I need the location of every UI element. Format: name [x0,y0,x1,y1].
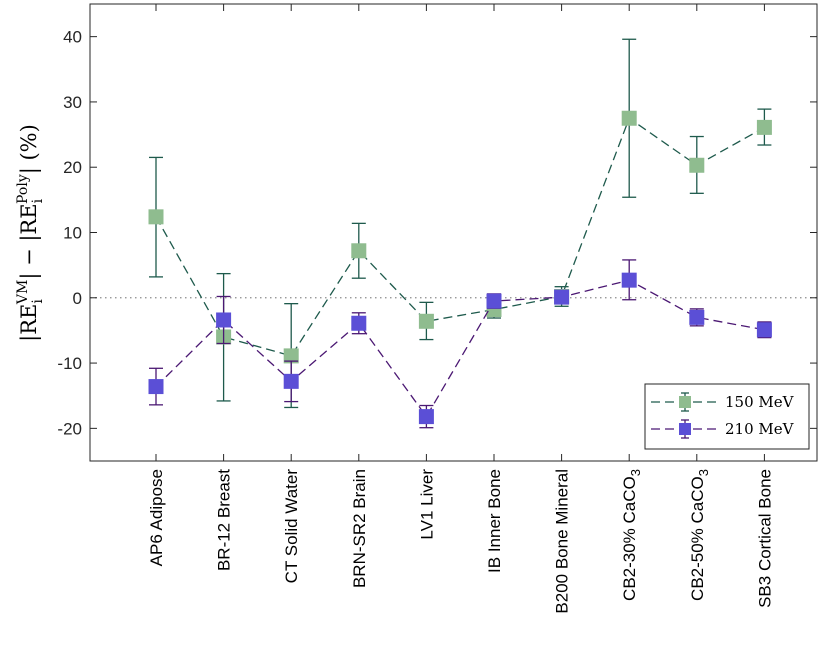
x-tick-label-main-8: CB2-50% CaCO [688,476,707,601]
marker-1-1 [216,312,232,328]
marker-0-3 [351,243,367,259]
ylabel-close: | (%) [17,124,42,174]
x-tick-label-2: CT Solid Water [282,469,301,584]
ylabel-sup-poly: Poly [15,174,31,204]
x-tick-label-9: SB3 Cortical Bone [755,469,774,608]
marker-1-8 [689,309,705,325]
marker-1-4 [418,409,434,425]
x-tick-label-5: IB Inner Bone [485,469,504,573]
x-tick-label-8: CB2-50% CaCO3 [688,469,711,601]
marker-1-9 [756,322,772,338]
y-axis: -20 -10 0 10 20 30 40 [57,28,817,438]
series-1 [148,259,772,429]
x-tick-label-1: BR-12 Breast [215,469,234,571]
x-tick-label-main-1: BR-12 Breast [215,469,234,571]
x-tick-label-main-3: BRN-SR2 Brain [350,469,369,588]
y-tick-label-1: -10 [57,354,82,373]
marker-0-7 [621,110,637,126]
marker-0-8 [689,157,705,173]
marker-1-0 [148,379,164,395]
legend-entry-210: 210 MeV [651,419,795,439]
marker-1-3 [351,315,367,331]
x-tick-label-0: AP6 Adipose [147,469,166,566]
x-tick-label-3: BRN-SR2 Brain [350,469,369,588]
x-tick-label-sub-7: 3 [628,469,643,476]
x-tick-label-main-5: IB Inner Bone [485,469,504,573]
y-tick-label-4: 20 [63,158,82,177]
y-tick-label-2: 0 [73,289,82,308]
x-tick-label-main-9: SB3 Cortical Bone [755,469,774,608]
y-tick-label-3: 10 [63,224,82,243]
ylabel-sup-vm: VM [15,280,31,305]
y-tick-label-0: -20 [57,419,82,438]
x-tick-label-main-0: AP6 Adipose [147,469,166,566]
x-tick-label-main-4: LV1 Liver [417,469,436,540]
series-layer [148,38,772,429]
legend: 150 MeV 210 MeV [644,383,810,450]
ylabel-sub-2: i [30,198,46,203]
marker-0-4 [418,313,434,329]
marker-0-9 [756,119,772,135]
marker-0-0 [148,209,164,225]
x-tick-label-6: B200 Bone Mineral [553,469,572,614]
marker-1-5 [486,293,502,309]
y-axis-label: |REiVM| − |REiPoly| (%) [15,124,46,342]
x-tick-label-main-2: CT Solid Water [282,469,301,584]
legend-entry-150: 150 MeV [651,392,795,412]
x-tick-label-sub-8: 3 [696,469,711,476]
x-axis: AP6 Adipose BR-12 Breast CT Solid Water BRN… [147,4,774,614]
legend-box [644,383,810,450]
series-line-0 [155,117,765,357]
marker-1-7 [621,272,637,288]
legend-label-210: 210 MeV [725,420,795,438]
legend-label-150: 150 MeV [725,393,795,411]
marker-1-2 [283,373,299,389]
x-tick-label-main-7: CB2-30% CaCO [620,476,639,601]
ylabel-open: |RE [17,304,42,342]
marker-1-6 [554,289,570,305]
y-tick-label-5: 30 [63,93,82,112]
ylabel-sub: i [30,299,46,304]
ylabel-mid: | − |RE [17,203,42,279]
x-tick-label-7: CB2-30% CaCO3 [620,469,643,601]
y-tick-label-6: 40 [63,28,82,47]
x-tick-label-main-6: B200 Bone Mineral [553,469,572,614]
legend-marker-210 [679,423,691,435]
legend-marker-150 [679,396,691,408]
marker-0-2 [283,348,299,364]
series-line-1 [155,279,765,418]
x-tick-label-4: LV1 Liver [417,469,436,540]
